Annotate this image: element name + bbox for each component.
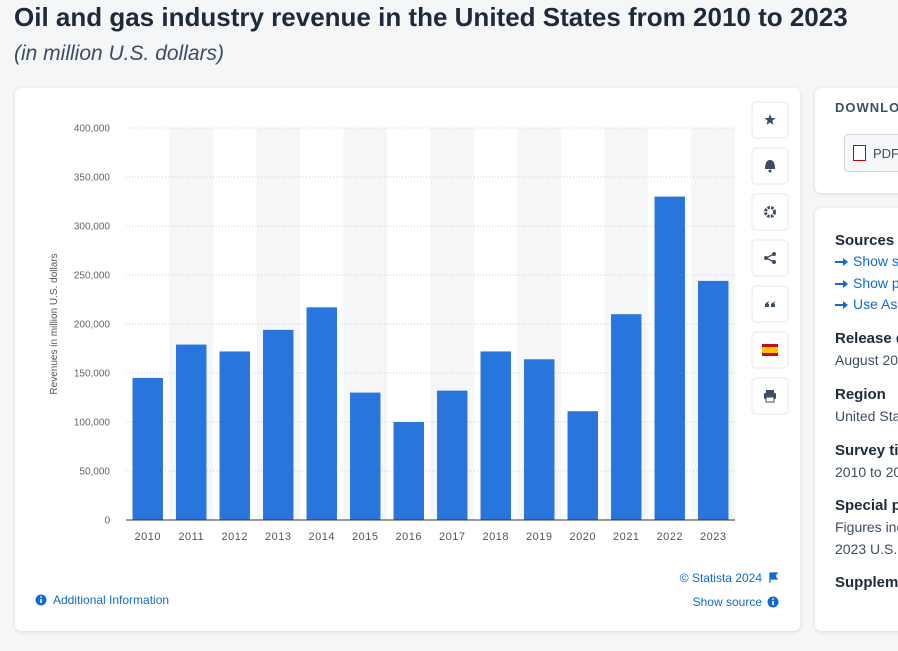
x-tick-label: 2017 xyxy=(439,531,465,543)
detail-label: Special p xyxy=(835,497,898,514)
print-icon xyxy=(766,390,774,393)
page-subtitle: (in million U.S. dollars) xyxy=(14,42,225,65)
info-icon xyxy=(40,596,42,598)
source-link[interactable]: Show s xyxy=(835,253,898,269)
bar xyxy=(176,344,207,520)
download-heading: DOWNLO xyxy=(835,100,898,115)
bar xyxy=(263,329,294,520)
y-tick-label: 250,000 xyxy=(74,271,111,282)
bar xyxy=(132,377,163,520)
details-card xyxy=(815,208,898,631)
detail-label: Release d xyxy=(835,330,898,347)
y-axis-label: Revenues in million U.S. dollars xyxy=(49,253,60,394)
x-tick-label: 2020 xyxy=(570,531,596,543)
x-tick-label: 2014 xyxy=(309,531,335,543)
x-tick-label: 2021 xyxy=(613,531,639,543)
pdf-label: PDF xyxy=(873,146,898,161)
detail-value: 2023 U.S. c xyxy=(835,541,898,557)
page-title: Oil and gas industry revenue in the Unit… xyxy=(14,2,848,32)
y-tick-label: 300,000 xyxy=(74,222,111,233)
bell-icon xyxy=(765,160,775,169)
detail-value: 2010 to 20 xyxy=(835,464,898,480)
detail-label: Survey ti xyxy=(835,442,898,459)
bar xyxy=(698,280,729,520)
info-icon xyxy=(40,599,42,603)
detail-label: Region xyxy=(835,386,886,403)
bar xyxy=(437,390,468,520)
y-tick-label: 200,000 xyxy=(74,320,111,331)
bar xyxy=(350,392,381,520)
share-icon xyxy=(764,253,775,263)
y-tick-label: 150,000 xyxy=(74,369,111,380)
arrow-icon xyxy=(835,301,848,309)
x-tick-label: 2010 xyxy=(135,531,161,543)
toolbar-button[interactable] xyxy=(751,285,789,323)
additional-info[interactable]: Additional Information xyxy=(53,593,170,607)
info-icon xyxy=(772,601,774,605)
x-tick-label: 2022 xyxy=(657,531,683,543)
star-icon xyxy=(764,114,776,125)
quote-icon xyxy=(765,301,769,307)
detail-value: Figures inc xyxy=(835,519,898,535)
x-tick-label: 2019 xyxy=(526,531,552,543)
gear-icon xyxy=(764,206,776,218)
detail-value: August 20 xyxy=(835,352,898,368)
y-tick-label: 50,000 xyxy=(79,467,110,478)
bar xyxy=(567,411,598,520)
arrow-icon xyxy=(835,258,848,266)
bar xyxy=(654,196,685,520)
x-tick-label: 2016 xyxy=(396,531,422,543)
show-source[interactable]: Show source xyxy=(692,595,762,609)
info-icon xyxy=(772,598,774,600)
x-tick-label: 2018 xyxy=(483,531,509,543)
x-tick-label: 2012 xyxy=(222,531,248,543)
quote-icon xyxy=(771,301,775,307)
toolbar-button[interactable] xyxy=(751,239,789,277)
arrow-icon xyxy=(835,279,848,288)
y-tick-label: 0 xyxy=(104,516,110,527)
flag-small-icon xyxy=(769,572,779,583)
source-link[interactable]: Show p xyxy=(835,275,898,291)
x-tick-label: 2013 xyxy=(265,531,291,543)
toolbar-button[interactable] xyxy=(751,193,789,231)
pdf-icon xyxy=(853,145,866,161)
print-icon xyxy=(765,396,775,403)
bar xyxy=(611,314,642,520)
source-link[interactable]: Use Ask xyxy=(835,296,898,312)
y-tick-label: 400,000 xyxy=(74,124,111,135)
bar xyxy=(219,351,250,520)
bell-icon xyxy=(768,169,772,173)
flag-icon xyxy=(762,347,778,353)
y-tick-label: 100,000 xyxy=(74,418,111,429)
x-tick-label: 2015 xyxy=(352,531,378,543)
bar xyxy=(524,359,555,520)
x-tick-label: 2011 xyxy=(178,531,204,543)
detail-label: Supplem xyxy=(835,574,898,591)
x-tick-label: 2023 xyxy=(700,531,726,543)
detail-value: United Sta xyxy=(835,408,898,424)
copyright: © Statista 2024 xyxy=(679,571,762,585)
bar xyxy=(393,422,424,520)
y-tick-label: 350,000 xyxy=(74,173,111,184)
sources-heading: Sources xyxy=(835,232,895,249)
bar xyxy=(480,351,511,520)
bar xyxy=(306,307,337,520)
